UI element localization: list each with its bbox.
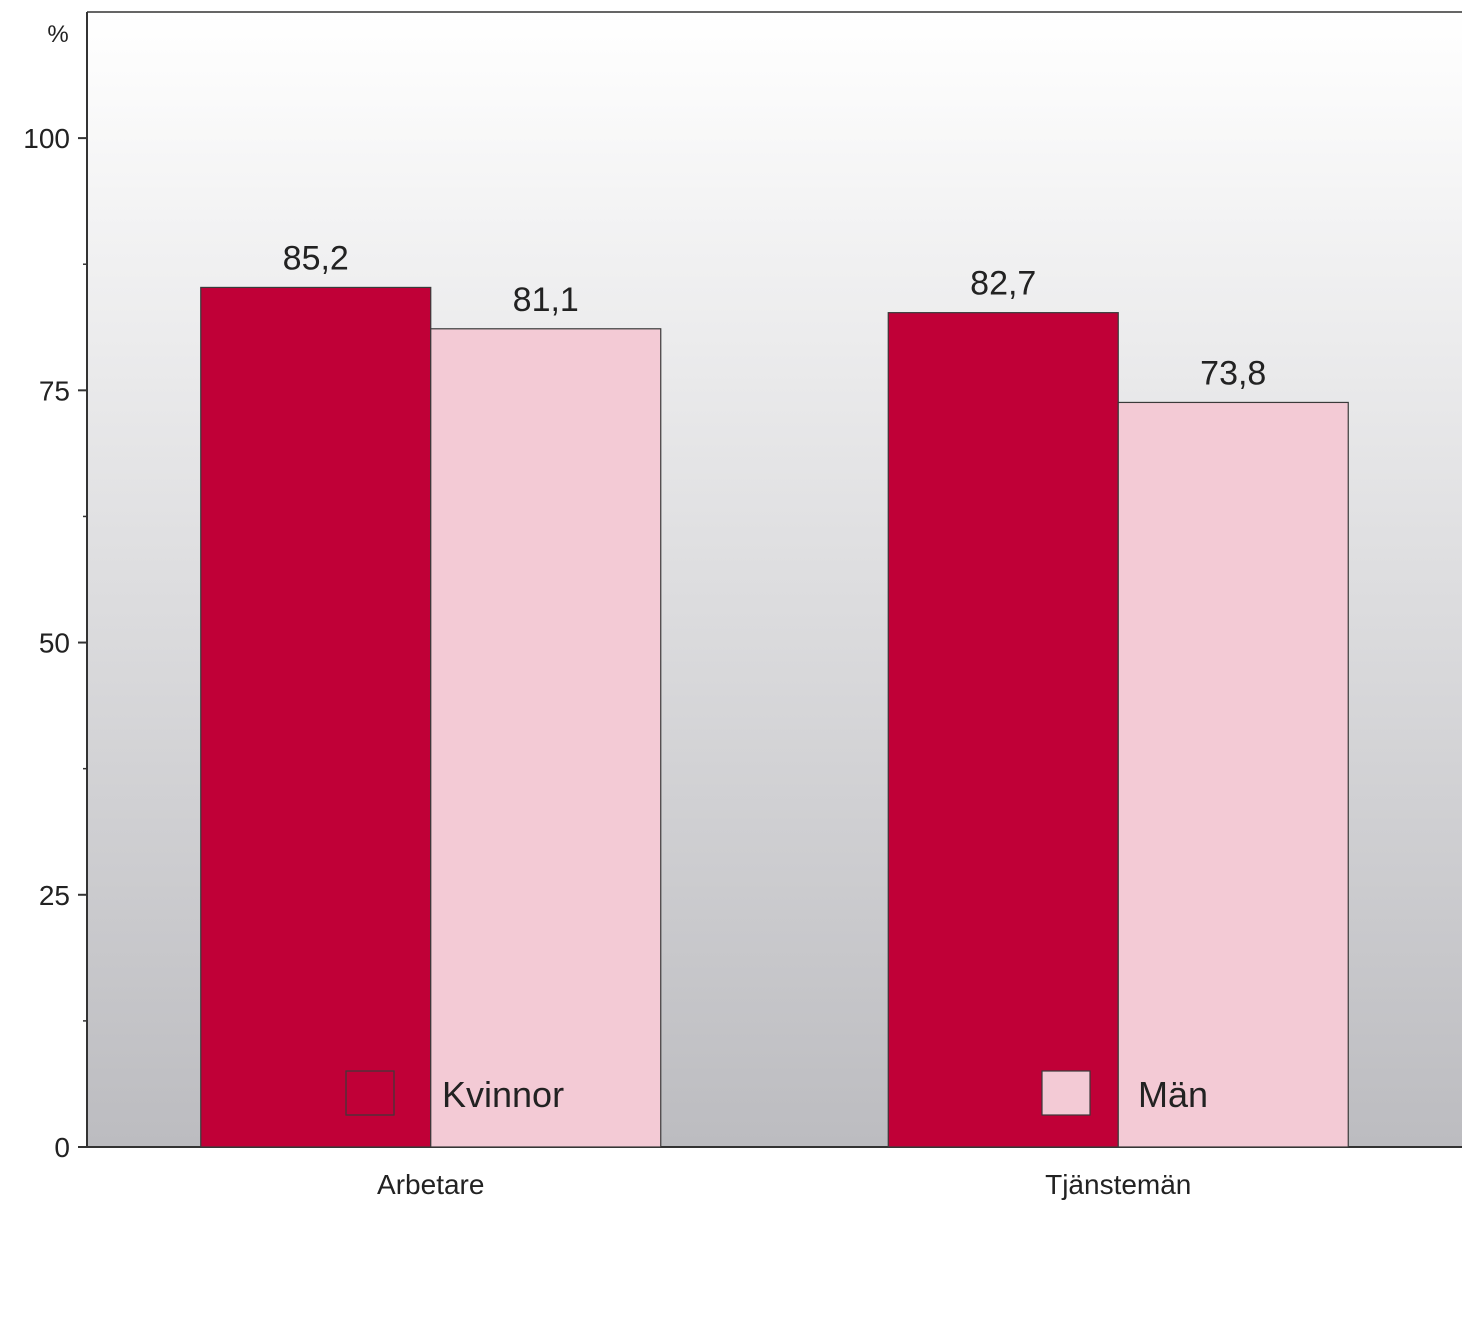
- legend-swatch: [1041, 1070, 1091, 1116]
- y-tick-label: 0: [54, 1132, 70, 1163]
- legend-label: Män: [1138, 1074, 1208, 1115]
- bar-kvinnor: [200, 286, 432, 1148]
- y-tick-label: 25: [39, 880, 70, 911]
- bar-m-n: [430, 328, 662, 1148]
- legend-swatch: [345, 1070, 395, 1116]
- x-category-label: Tjänstemän: [1045, 1169, 1191, 1200]
- x-category-label: Arbetare: [377, 1169, 484, 1200]
- value-label: 81,1: [513, 281, 579, 319]
- bar-m-n: [1117, 401, 1349, 1148]
- y-ticks: 0 25 50 75 100: [23, 123, 87, 1163]
- y-tick-label: 100: [23, 123, 70, 154]
- y-tick-label: 50: [39, 628, 70, 659]
- bars: [200, 286, 1349, 1148]
- value-label: 82,7: [970, 265, 1036, 303]
- value-label: 85,2: [283, 239, 349, 277]
- value-label: 73,8: [1200, 354, 1266, 392]
- y-unit-label: %: [47, 21, 68, 48]
- value-labels: 85,2 81,1 82,7 73,8: [283, 239, 1267, 392]
- bar-kvinnor: [887, 312, 1119, 1148]
- legend-label: Kvinnor: [442, 1074, 564, 1115]
- category-labels: Arbetare Tjänstemän: [377, 1169, 1191, 1200]
- legend: Kvinnor Män: [345, 1070, 1208, 1116]
- y-tick-label: 75: [39, 375, 70, 406]
